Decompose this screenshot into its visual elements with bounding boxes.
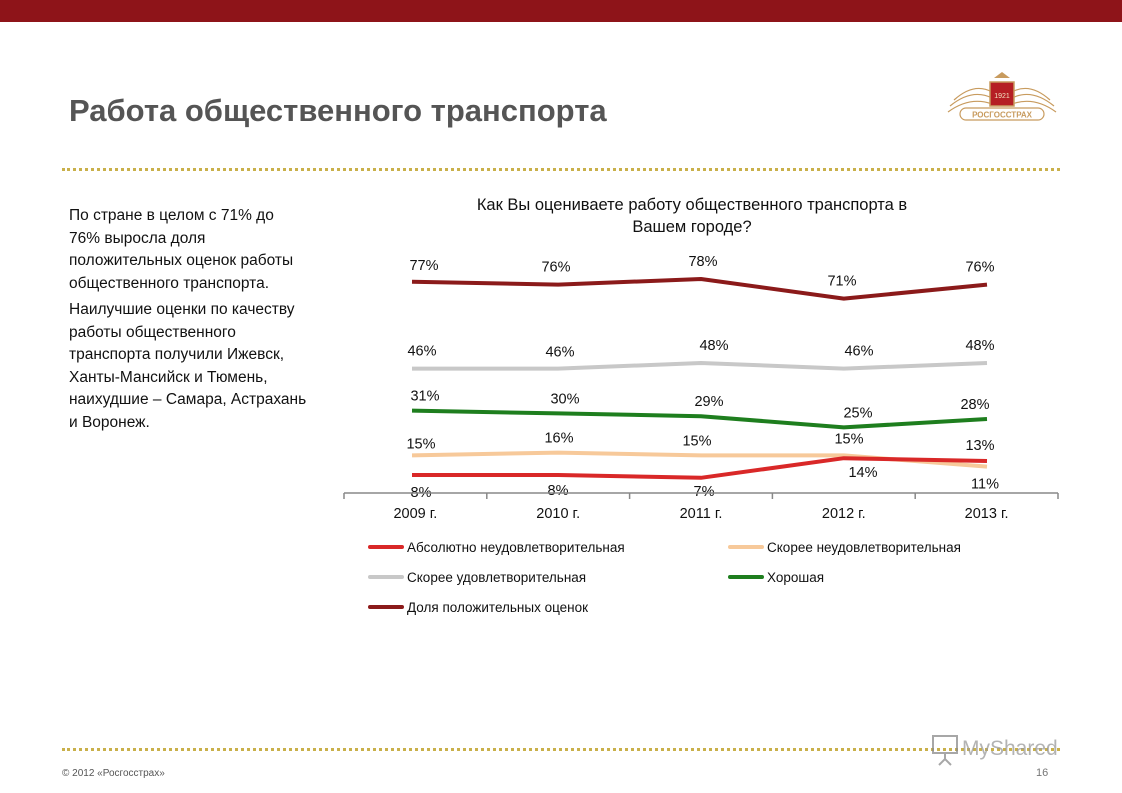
text-line: По стране в целом с 71% до: [69, 207, 274, 224]
legend-label-good: Хорошая: [767, 570, 824, 585]
data-label: 71%: [827, 274, 856, 290]
data-label: 46%: [844, 344, 873, 360]
data-label: 7%: [694, 484, 715, 500]
text-line: транспорта получили Ижевск,: [69, 346, 285, 363]
x-tick-label: 2011 г.: [680, 506, 723, 522]
data-label: 77%: [409, 258, 438, 274]
text-line: положительных оценок работы: [69, 252, 294, 269]
text-line: работы общественного: [69, 323, 236, 341]
page-number: 16: [1036, 767, 1049, 779]
legend-label-ru: Скорее неудовлетворительная: [767, 540, 961, 555]
logo-year: 1921: [994, 93, 1010, 100]
data-label: 25%: [843, 405, 872, 421]
data-label: 48%: [965, 338, 994, 354]
series-line-good: [411, 408, 988, 430]
series-line-pos: [411, 277, 988, 301]
data-label: 78%: [688, 254, 717, 270]
data-label: 31%: [410, 389, 439, 405]
copyright-text: © 2012 «Росгосстрах»: [62, 768, 165, 779]
chart-title: Как Вы оцениваете работу общественного т…: [477, 196, 908, 214]
summary-paragraph-2: Наилучшие оценки по качеству работы обще…: [69, 299, 342, 434]
data-label: 15%: [406, 436, 435, 452]
data-label: 28%: [960, 397, 989, 413]
bottom-dotted-divider: [62, 748, 1060, 751]
text-line: Наилучшие оценки по качеству: [69, 301, 295, 318]
x-tick-label: 2010 г.: [536, 506, 580, 522]
legend-label-au: Абсолютно неудовлетворительная: [407, 540, 625, 555]
presentation-icon: [932, 735, 958, 766]
x-tick-label: 2012 г.: [822, 506, 866, 522]
text-line: общественного транспорта.: [69, 274, 270, 292]
chart-title: Вашем городе?: [632, 218, 751, 236]
text-line: наихудшие – Самара, Астрахань: [69, 391, 307, 408]
top-brand-bar: [0, 0, 1122, 22]
data-label: 30%: [550, 391, 579, 407]
data-label: 11%: [971, 477, 999, 493]
data-label: 8%: [548, 483, 569, 499]
page-title: Работа общественного транспорта: [69, 93, 607, 128]
data-label: 76%: [965, 260, 994, 276]
watermark-text: MyShared: [962, 737, 1058, 760]
data-label: 46%: [545, 345, 574, 361]
data-label: 46%: [407, 344, 436, 360]
x-tick-label: 2013 г.: [965, 506, 1009, 522]
legend-label-rs: Скорее удовлетворительная: [407, 570, 586, 585]
data-label: 15%: [834, 431, 863, 447]
data-label: 14%: [848, 465, 877, 481]
data-label: 13%: [965, 438, 994, 454]
series-line-rs: [412, 361, 988, 371]
legend-label-pos: Доля положительных оценок: [407, 600, 588, 615]
data-label: 76%: [541, 260, 570, 276]
logo-brand: РОСГОССТРАХ: [972, 111, 1033, 120]
data-label: 29%: [694, 394, 723, 410]
data-label: 15%: [682, 433, 711, 449]
text-line: Ханты-Мансийск и Тюмень,: [69, 368, 268, 386]
myshared-watermark: MyShared: [932, 735, 1058, 766]
summary-text: По стране в целом с 71% до 76% выросла д…: [69, 205, 342, 438]
data-label: 48%: [699, 338, 728, 354]
top-dotted-divider: [62, 168, 1060, 171]
text-line: и Воронеж.: [69, 413, 150, 431]
rosgosstrakh-logo: 1921 РОСГОССТРАХ: [947, 72, 1057, 121]
data-label: 16%: [544, 431, 573, 447]
x-tick-label: 2009 г.: [393, 506, 437, 522]
transport-rating-line-chart: Как Вы оцениваете работу общественного т…: [343, 196, 1059, 615]
summary-paragraph-1: По стране в целом с 71% до 76% выросла д…: [69, 205, 342, 295]
text-line: 76% выросла доля: [69, 229, 206, 247]
series-line-au: [412, 456, 988, 480]
